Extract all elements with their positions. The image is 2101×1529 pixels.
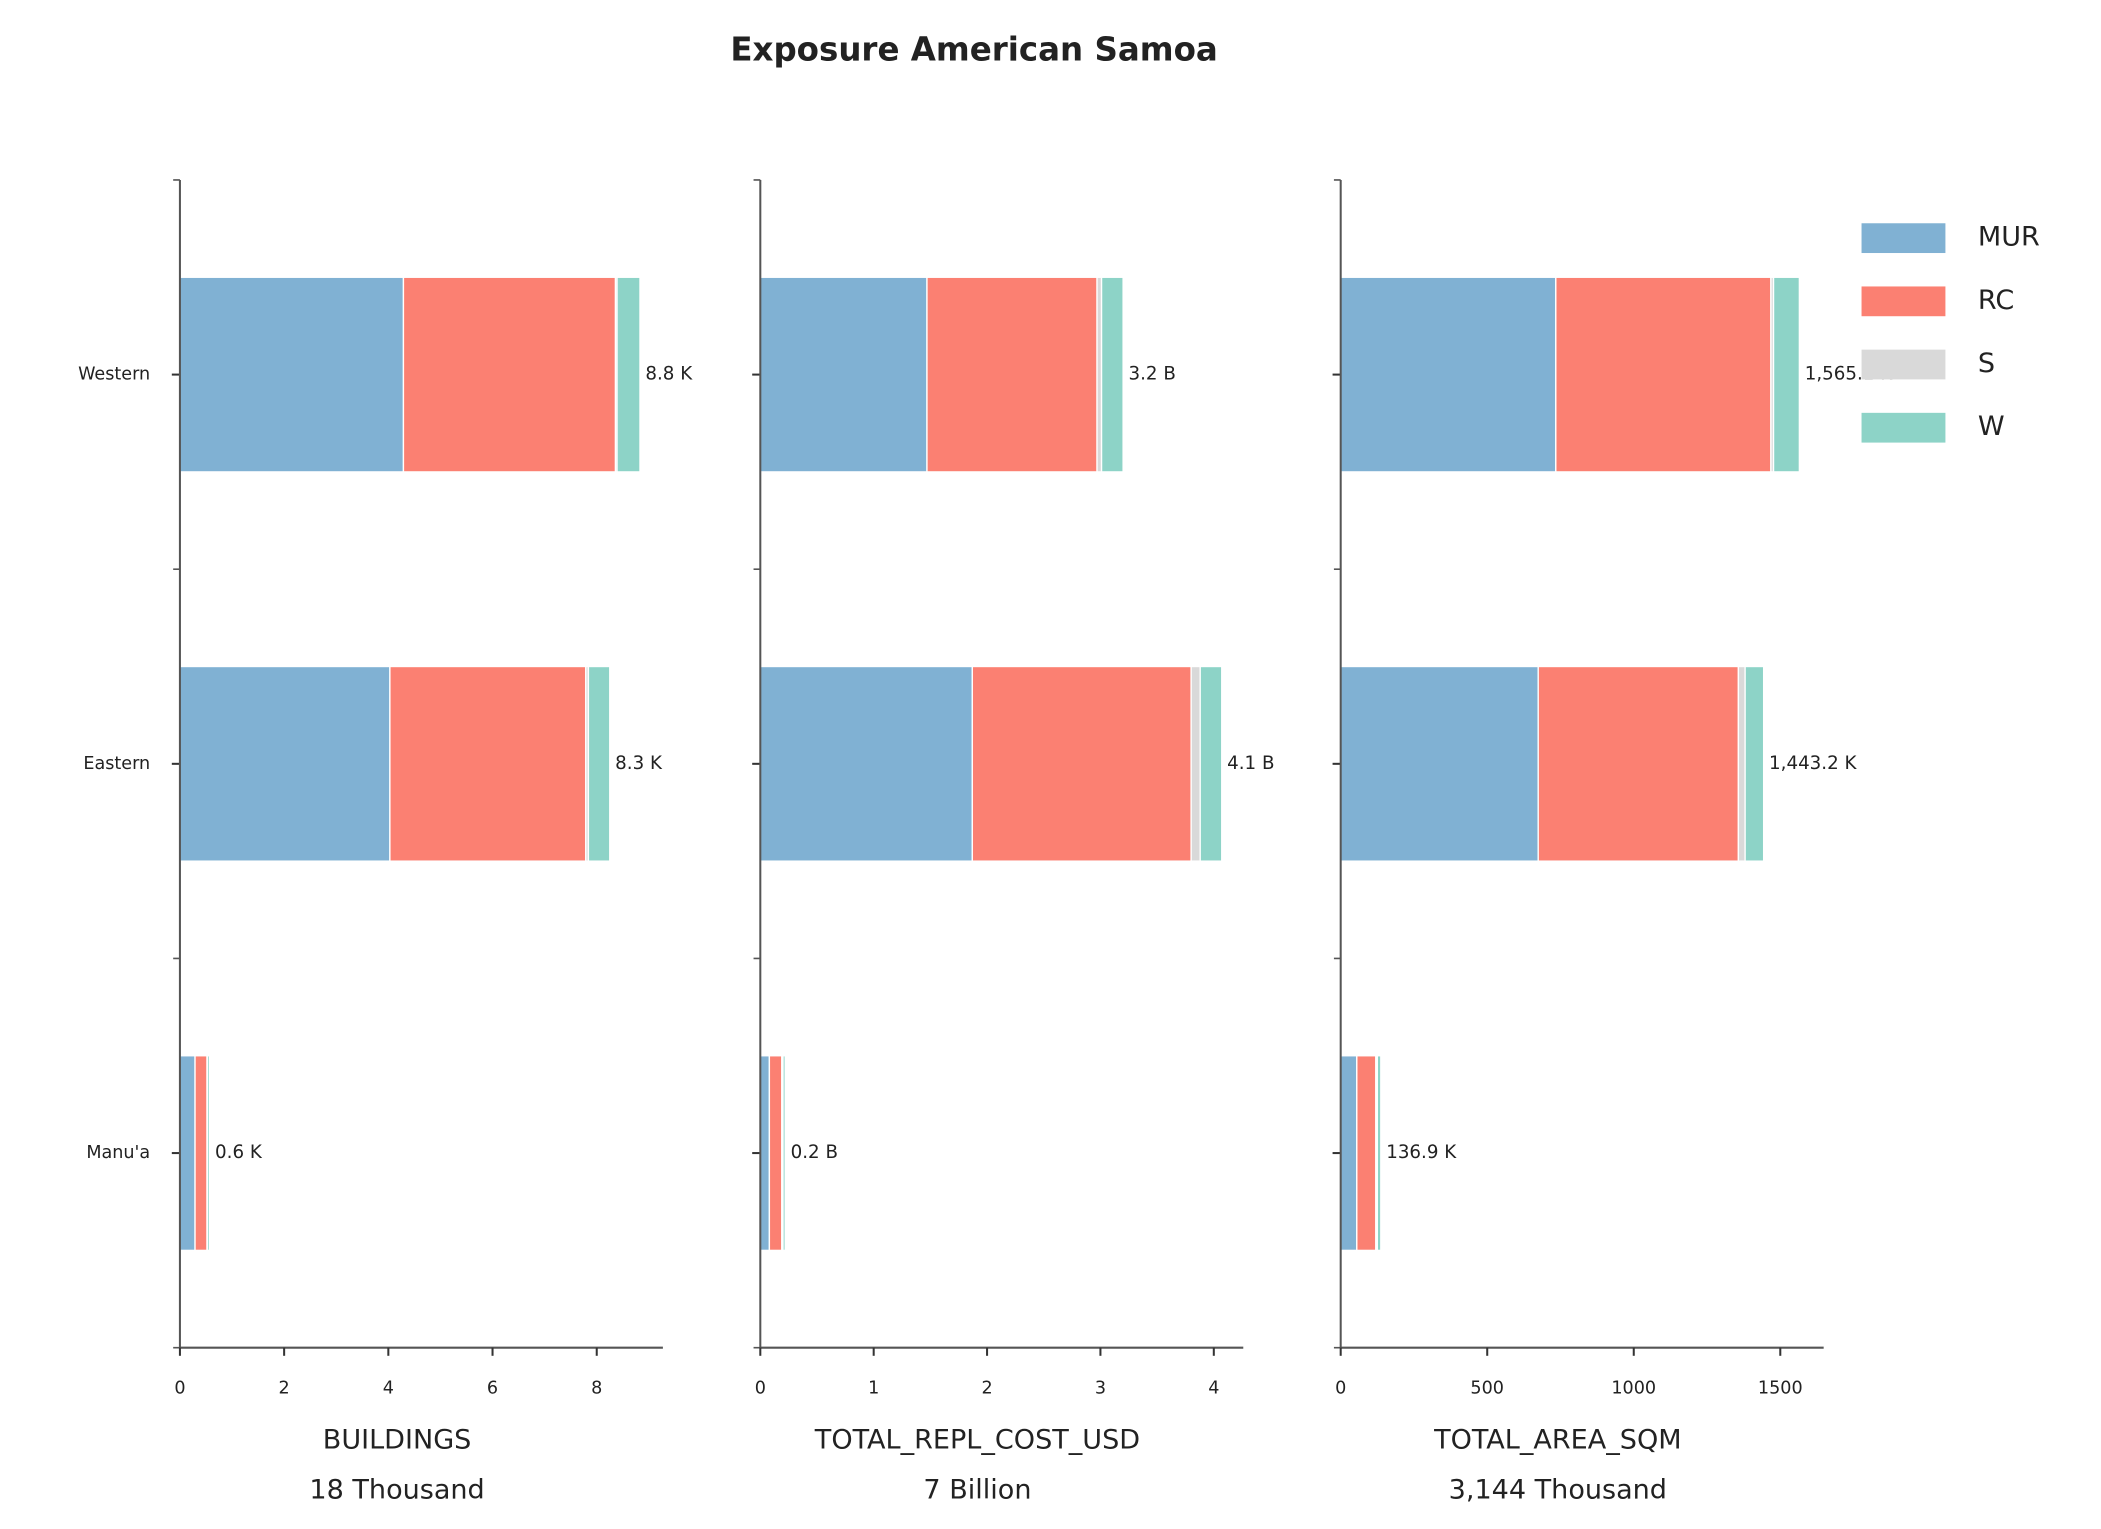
bar-segment	[926, 276, 1098, 473]
x-tick-label: 1000	[1611, 1378, 1656, 1398]
x-axis-sublabel: 3,144 Thousand	[1449, 1475, 1667, 1506]
bar-segment	[1356, 1055, 1377, 1252]
bar-segment	[759, 665, 973, 862]
x-tick-label: 8	[591, 1378, 602, 1398]
x-tick-label: 0	[174, 1378, 185, 1398]
x-tick-label: 1500	[1758, 1378, 1803, 1398]
y-tick-label: Manu'a	[86, 1143, 150, 1163]
bar-segment	[1340, 1055, 1358, 1252]
bar-segment	[1772, 276, 1801, 473]
bar-segment	[759, 1055, 771, 1252]
legend-swatch	[1861, 223, 1946, 254]
bar-segment	[1340, 665, 1539, 862]
bar-segment	[179, 1055, 196, 1252]
y-tick-label: Western	[78, 365, 150, 385]
x-tick-label: 0	[755, 1378, 766, 1398]
bar-segment	[768, 1055, 783, 1252]
x-axis-sublabel: 18 Thousand	[309, 1475, 484, 1506]
x-tick-label: 2	[279, 1378, 290, 1398]
legend-swatch	[1861, 412, 1946, 443]
legend-label: RC	[1978, 285, 2014, 316]
bar-segment	[1340, 276, 1557, 473]
bar-segment	[1100, 276, 1124, 473]
bar-segment	[587, 665, 611, 862]
legend-swatch	[1861, 349, 1946, 380]
legend-label: MUR	[1978, 222, 2040, 253]
bar-segment	[1744, 665, 1765, 862]
bar-segment	[389, 665, 587, 862]
x-axis-label: BUILDINGS	[323, 1425, 472, 1456]
bar-segment	[206, 1055, 211, 1252]
x-tick-label: 2	[981, 1378, 992, 1398]
bar-segment	[1555, 276, 1772, 473]
total-label: 1,443.2 K	[1769, 753, 1857, 774]
x-tick-label: 1	[868, 1378, 879, 1398]
total-label: 136.9 K	[1386, 1142, 1457, 1163]
bar-segment	[1190, 665, 1201, 862]
legend-label: S	[1978, 348, 1995, 379]
figure-title: Exposure American Samoa	[730, 30, 1217, 68]
bar-segment	[179, 665, 391, 862]
bar-segment	[1096, 276, 1103, 473]
x-tick-label: 0	[1335, 1378, 1346, 1398]
x-axis-label: TOTAL_REPL_COST_USD	[814, 1425, 1140, 1456]
bar-segment	[1376, 1055, 1382, 1252]
x-tick-label: 6	[487, 1378, 498, 1398]
bar-segment	[971, 665, 1192, 862]
bar-segment	[194, 1055, 208, 1252]
bar-segment	[1199, 665, 1223, 862]
bar-segment	[759, 276, 928, 473]
x-tick-label: 4	[383, 1378, 394, 1398]
x-tick-label: 4	[1208, 1378, 1219, 1398]
bar-segment	[179, 276, 405, 473]
bar-segment	[782, 1055, 786, 1252]
legend-label: W	[1978, 411, 2005, 442]
y-tick-label: Eastern	[83, 754, 150, 774]
total-label: 0.2 B	[791, 1142, 838, 1163]
bar-segment	[402, 276, 617, 473]
bar-segment	[616, 276, 641, 473]
bar-segment	[1537, 665, 1740, 862]
x-tick-label: 500	[1470, 1378, 1504, 1398]
legend-swatch	[1861, 286, 1946, 317]
x-axis-sublabel: 7 Billion	[923, 1475, 1031, 1506]
total-label: 0.6 K	[215, 1142, 263, 1163]
x-axis-label: TOTAL_AREA_SQM	[1433, 1425, 1682, 1456]
x-tick-label: 3	[1095, 1378, 1106, 1398]
bar-segment	[1737, 665, 1746, 862]
total-label: 4.1 B	[1227, 753, 1274, 774]
total-label: 3.2 B	[1129, 364, 1176, 385]
total-label: 8.3 K	[615, 753, 663, 774]
total-label: 8.8 K	[645, 364, 693, 385]
